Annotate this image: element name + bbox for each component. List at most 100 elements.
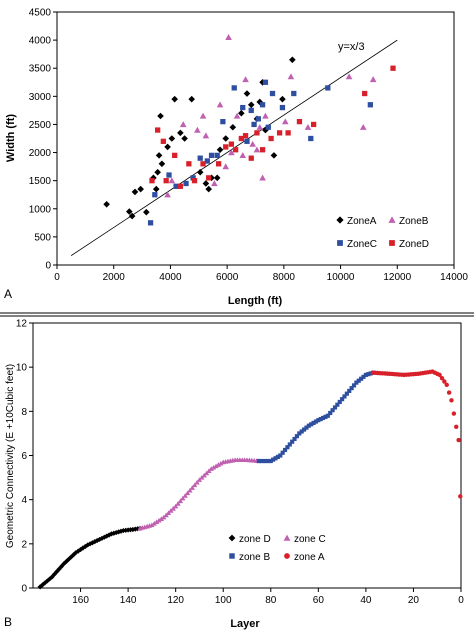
data-point-zone-b	[256, 458, 261, 464]
data-point-zone-b	[299, 429, 304, 434]
legend-marker	[336, 216, 344, 224]
legend-label: ZoneA	[347, 216, 377, 227]
panel-b-xlabel: Layer	[230, 618, 260, 630]
y-tick-label: 500	[34, 232, 51, 243]
data-point-zone-c	[154, 519, 160, 525]
data-point-zonea	[103, 200, 110, 208]
data-point-zoned	[149, 178, 155, 184]
legend-label: ZoneD	[399, 239, 429, 250]
data-point-zone-c	[177, 498, 184, 504]
data-point-zone-b	[259, 458, 264, 464]
data-point-zone-c	[192, 482, 198, 488]
data-point-zone-b	[368, 371, 373, 376]
data-point-zonea	[238, 109, 245, 117]
data-point-zonec	[255, 116, 261, 122]
data-point-zonec	[204, 158, 210, 164]
data-point-zonec	[152, 192, 158, 198]
data-point-zone-b	[356, 378, 361, 383]
panel-b-legend: zone D zone C zone B zone A	[228, 534, 326, 563]
data-point-zonec	[251, 121, 257, 128]
data-point-zone-b	[275, 454, 280, 459]
data-point-zonea	[131, 188, 139, 196]
data-point-zone-b	[282, 447, 288, 453]
data-point-zonec	[367, 102, 373, 108]
x-tick-label: 12000	[383, 272, 411, 283]
data-point-zone-b	[335, 402, 340, 407]
data-point-zonec	[190, 175, 196, 181]
data-point-zoneb	[359, 123, 367, 130]
data-point-zoned	[186, 161, 192, 167]
data-point-zone-c	[151, 520, 157, 526]
data-point-zonec	[197, 155, 203, 161]
data-point-zonea	[205, 185, 213, 193]
data-point-zone-d	[118, 528, 124, 534]
y-tick-label: 4000	[29, 36, 52, 47]
data-point-zone-b	[340, 397, 345, 402]
data-point-zoned	[160, 138, 166, 144]
data-point-zone-b	[366, 372, 371, 377]
data-point-zonec	[279, 104, 286, 111]
data-point-zone-b	[311, 420, 316, 426]
data-point-zonea	[222, 135, 230, 142]
data-point-zonec	[183, 180, 189, 187]
data-point-zoned	[259, 147, 266, 153]
data-point-zone-d	[96, 536, 103, 543]
data-point-zone-c	[173, 503, 179, 509]
y-tick-label: 0	[45, 261, 51, 272]
data-point-zonec	[147, 220, 154, 226]
data-point-zonec	[240, 104, 246, 111]
data-point-zoned	[191, 178, 198, 184]
legend-marker	[284, 553, 290, 559]
data-point-zoned	[242, 133, 249, 139]
data-point-zone-d	[77, 546, 84, 553]
data-point-zone-d	[51, 571, 57, 577]
data-point-zone-c	[194, 479, 200, 485]
data-point-zoned	[200, 161, 206, 167]
data-point-zonea	[157, 112, 164, 120]
data-point-zonea	[188, 95, 195, 103]
data-point-zonea	[216, 146, 224, 154]
data-point-zoneb	[216, 101, 224, 108]
data-point-zonea	[128, 212, 136, 220]
data-point-zone-c	[187, 487, 193, 493]
data-point-zone-c	[218, 460, 224, 466]
data-point-zoneb	[222, 163, 230, 170]
y-tick-label: 2	[21, 539, 27, 550]
data-point-zone-b	[306, 423, 311, 428]
data-point-zonea	[152, 185, 160, 193]
x-tick-label: 120	[167, 595, 184, 606]
data-point-zone-d	[87, 541, 93, 547]
data-point-zonea	[202, 180, 210, 187]
x-tick-label: 20	[408, 595, 420, 606]
data-point-zone-a	[446, 390, 452, 395]
data-point-zonec	[173, 183, 179, 189]
data-point-zone-b	[292, 436, 297, 442]
data-point-zoneb	[259, 174, 266, 181]
data-point-zoneb	[179, 121, 187, 128]
data-point-zone-b	[330, 408, 335, 413]
data-point-zone-a	[454, 424, 459, 430]
legend-marker	[228, 534, 236, 542]
y-tick-label: 0	[21, 584, 27, 595]
data-point-zoneb	[249, 140, 256, 147]
data-point-zone-d	[44, 578, 50, 584]
data-point-zone-b	[285, 445, 290, 450]
data-point-zone-b	[290, 439, 295, 444]
y-tick-label: 4	[21, 495, 27, 506]
data-point-zonea	[229, 123, 237, 131]
data-point-zone-a	[458, 494, 463, 499]
data-point-zoneb	[199, 112, 207, 119]
data-point-zonec	[248, 107, 254, 114]
panel-a-chart: 0 2000 4000 6000 8000 10000 12000 14000 0 500 1000…	[4, 8, 468, 308]
x-tick-label: 160	[72, 595, 89, 606]
data-point-zone-a	[456, 437, 461, 443]
data-point-zoneb	[164, 191, 171, 198]
data-point-zoneb	[239, 152, 247, 159]
data-point-zoned	[254, 130, 260, 136]
data-point-zonea	[181, 135, 188, 142]
data-point-zoneb	[211, 180, 218, 187]
data-point-zone-c	[189, 485, 195, 490]
data-point-zone-d	[56, 566, 62, 572]
